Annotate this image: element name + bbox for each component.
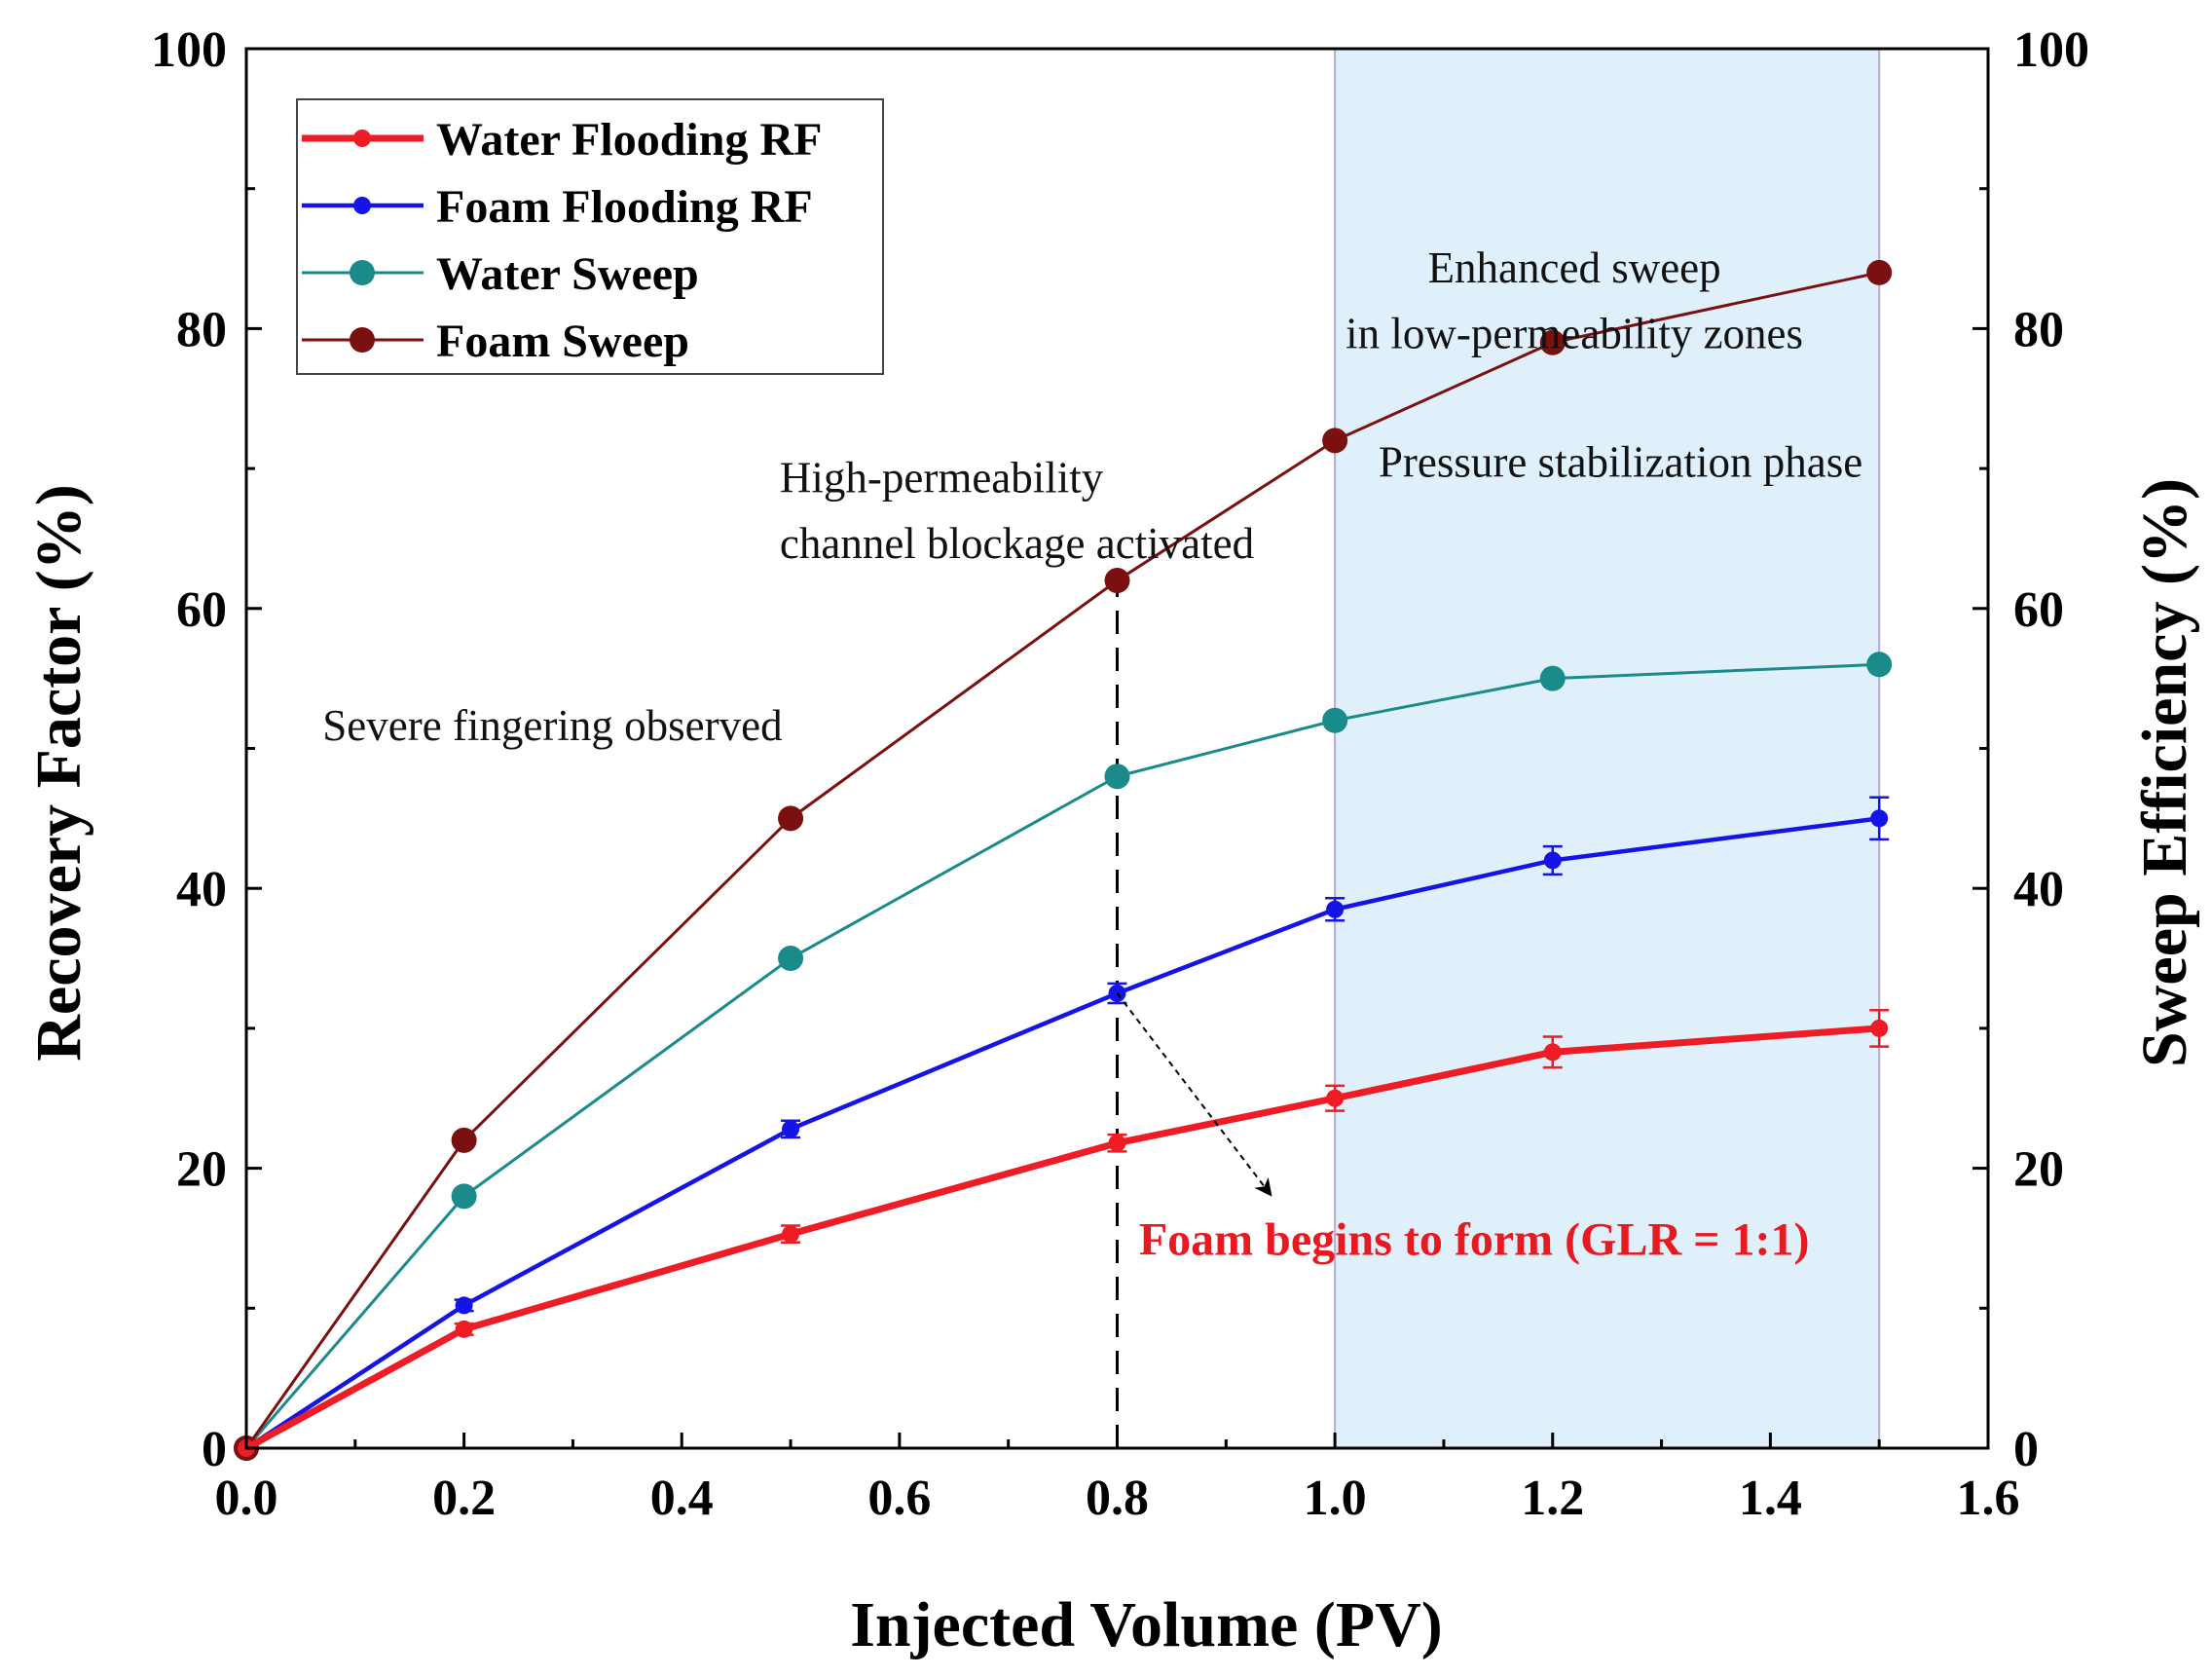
data-point-foam-flooding-rf [455, 1296, 473, 1315]
y2-tick-label: 100 [2013, 22, 2089, 78]
legend-label-water-flooding-rf: Water Flooding RF [436, 114, 822, 166]
legend-marker-foam-sweep [350, 327, 375, 353]
y2-tick-label: 60 [2013, 582, 2064, 638]
y-tick-label: 100 [151, 22, 227, 78]
x-tick-label: 1.2 [1521, 1471, 1584, 1526]
y-tick-label: 20 [176, 1142, 227, 1198]
series-water-sweep [234, 652, 1893, 1461]
ticks-layer [244, 47, 1990, 1450]
legend-label-foam-sweep: Foam Sweep [436, 316, 689, 367]
data-point-water-sweep [1866, 652, 1893, 678]
y2-tick-label: 0 [2013, 1422, 2039, 1477]
data-point-water-sweep [1539, 665, 1566, 691]
y-tick-label: 60 [176, 582, 227, 638]
data-point-water-sweep [1322, 707, 1348, 733]
y2-tick-label: 80 [2013, 302, 2064, 357]
x-tick-label: 1.0 [1304, 1471, 1367, 1526]
annotation-fingering: Severe fingering observed [322, 701, 782, 750]
legend-label-foam-flooding-rf: Foam Flooding RF [436, 181, 813, 233]
legend-samples [302, 130, 424, 353]
data-point-foam-flooding-rf [1543, 851, 1562, 870]
legend-box [296, 98, 884, 375]
y-tick-labels: 0 20 40 60 80 100 [151, 22, 227, 1477]
legend-marker-foam-flooding-rf [353, 197, 371, 214]
x-tick-label: 1.4 [1739, 1471, 1802, 1526]
series-water-flooding-rf [238, 1008, 1890, 1457]
data-point-foam-sweep [1539, 329, 1566, 355]
data-point-water-flooding-rf [1108, 1134, 1126, 1152]
data-point-foam-sweep [1104, 568, 1130, 594]
data-point-foam-flooding-rf [782, 1120, 800, 1138]
x-tick-label: 0.4 [650, 1471, 714, 1526]
x-tick-label: 0.2 [432, 1471, 496, 1526]
x-tick-label: 0.6 [867, 1471, 931, 1526]
data-point-foam-flooding-rf [1870, 809, 1889, 828]
y-tick-label: 40 [176, 862, 227, 917]
data-point-foam-sweep [778, 805, 804, 832]
annotations: Severe fingering observed High-permeabil… [322, 243, 1862, 1266]
y-axis-title: Recovery Factor (%) [23, 484, 94, 1062]
y-tick-label: 80 [176, 302, 227, 357]
annotation-blockage-line1: High-permeability [780, 454, 1104, 503]
data-point-water-sweep [1104, 764, 1130, 790]
annotation-foam-onset: Foam begins to form (GLR = 1:1) [1139, 1214, 1810, 1266]
annotation-pressure-stabilization: Pressure stabilization phase [1379, 438, 1862, 487]
y2-tick-label: 40 [2013, 862, 2064, 917]
legend-label-water-sweep: Water Sweep [436, 248, 699, 300]
x-tick-label: 1.6 [1957, 1471, 2020, 1526]
annotation-blockage-line2: channel blockage activated [780, 519, 1254, 568]
x-tick-label: 0.0 [215, 1471, 278, 1526]
legend-marker-water-sweep [350, 260, 375, 285]
data-point-water-flooding-rf [1326, 1089, 1345, 1107]
pressure-stabilization-shade [1335, 49, 1880, 1448]
x-tick-labels: 0.0 0.2 0.4 0.6 0.8 1.0 1.2 1.4 1.6 [215, 1471, 2020, 1526]
data-point-water-sweep [778, 946, 804, 972]
foam-onset-arrow [1116, 992, 1272, 1197]
data-point-foam-flooding-rf [1326, 900, 1345, 918]
legend: Water Flooding RF Foam Flooding RF Water… [296, 98, 884, 375]
y-tick-label: 0 [202, 1422, 227, 1477]
series-layer [234, 259, 1893, 1461]
x-tick-label: 0.8 [1086, 1471, 1149, 1526]
y2-axis-title: Sweep Efficiency (%) [2129, 478, 2200, 1067]
data-point-water-flooding-rf [1543, 1043, 1562, 1062]
data-point-water-flooding-rf [1870, 1019, 1889, 1037]
data-point-foam-sweep [1322, 428, 1348, 454]
series-foam-sweep [234, 259, 1893, 1461]
x-axis-title: Injected Volume (PV) [850, 1589, 1443, 1660]
y2-tick-labels: 0 20 40 60 80 100 [2013, 22, 2089, 1477]
annotation-enhanced-sweep-line2: in low-permeability zones [1346, 310, 1803, 358]
annotation-enhanced-sweep-line1: Enhanced sweep [1428, 243, 1721, 292]
data-point-water-sweep [451, 1183, 477, 1210]
data-point-water-flooding-rf [782, 1225, 800, 1244]
data-point-foam-sweep [1866, 259, 1893, 285]
data-point-water-flooding-rf [455, 1320, 473, 1338]
legend-marker-water-flooding-rf [353, 130, 371, 147]
y2-tick-label: 20 [2013, 1142, 2064, 1198]
data-point-foam-sweep [451, 1127, 477, 1153]
